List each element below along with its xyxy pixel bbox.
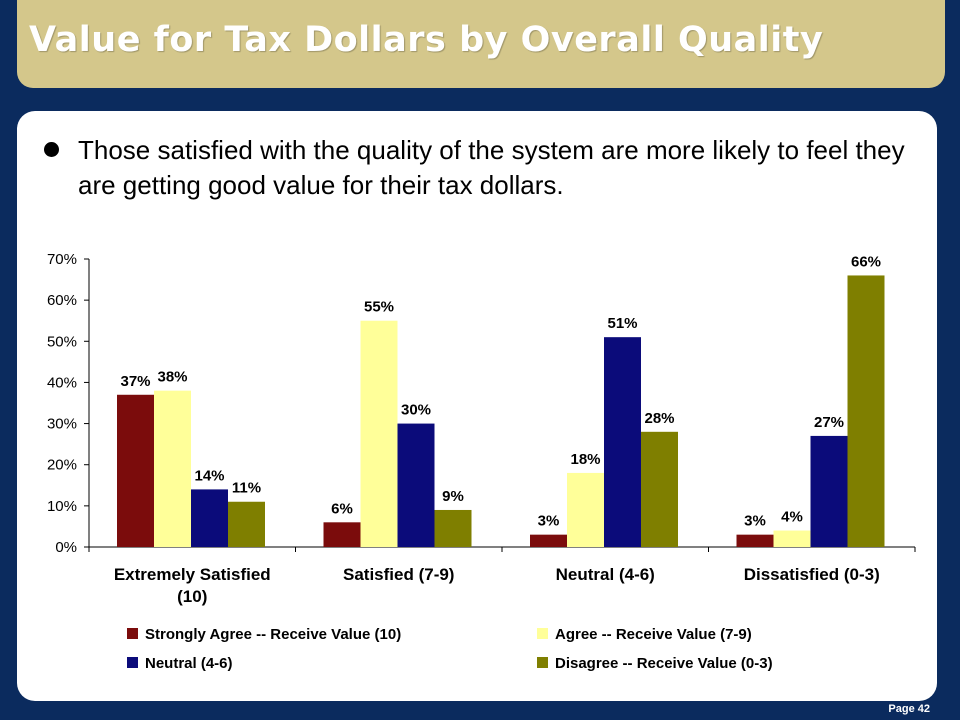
bar-value-label: 27% — [814, 414, 844, 431]
bar — [154, 390, 191, 547]
bar-value-label: 4% — [781, 509, 803, 526]
x-category-label: Extremely Satisfied — [114, 565, 271, 584]
slide-title: Value for Tax Dollars by Overall Quality — [29, 20, 824, 60]
bar — [604, 337, 641, 547]
legend-swatch — [537, 657, 548, 668]
bar — [360, 320, 398, 547]
title-band: Value for Tax Dollars by Overall Quality — [17, 0, 945, 88]
legend-swatch — [127, 657, 138, 668]
bar — [567, 472, 604, 547]
bar — [323, 522, 361, 547]
bar — [641, 431, 678, 547]
bar-value-label: 3% — [538, 513, 560, 530]
bar — [736, 534, 774, 547]
legend-label: Neutral (4-6) — [145, 655, 233, 672]
legend-swatch — [537, 628, 548, 639]
x-category-label: Neutral (4-6) — [556, 565, 655, 584]
y-tick-label: 20% — [47, 457, 77, 474]
bullet-dot-icon — [44, 142, 59, 157]
bar-value-label: 6% — [331, 500, 353, 517]
bar-value-label: 30% — [401, 402, 431, 419]
bar-value-label: 55% — [364, 299, 394, 316]
bar — [117, 394, 154, 547]
y-tick-label: 60% — [47, 292, 77, 309]
bar-value-label: 3% — [744, 513, 766, 530]
legend-label: Disagree -- Receive Value (0-3) — [555, 655, 773, 672]
bar-value-label: 9% — [442, 488, 464, 505]
bar — [191, 489, 228, 547]
y-tick-label: 30% — [47, 416, 77, 433]
legend-swatch — [127, 628, 138, 639]
x-category-label: Satisfied (7-9) — [343, 565, 454, 584]
bar — [397, 423, 435, 547]
y-tick-label: 0% — [55, 539, 77, 556]
bar-value-label: 28% — [644, 410, 674, 427]
bar — [434, 509, 472, 547]
bar-value-label: 14% — [194, 467, 224, 484]
content-panel: Those satisfied with the quality of the … — [17, 111, 937, 701]
bar — [530, 534, 567, 547]
y-tick-label: 50% — [47, 333, 77, 350]
bar-value-label: 66% — [851, 253, 881, 270]
x-category-label: (10) — [177, 587, 207, 606]
bar-value-label: 51% — [607, 315, 637, 332]
legend-label: Strongly Agree -- Receive Value (10) — [145, 626, 401, 643]
bar — [847, 275, 885, 547]
bar — [810, 435, 848, 547]
bar-value-label: 38% — [157, 369, 187, 386]
y-tick-label: 70% — [47, 251, 77, 268]
bar-value-label: 37% — [120, 373, 150, 390]
bar-chart: 0% 10% 20% 30% 40% 50% 60% 70% 37% 38% 14% 11% Extre… — [47, 251, 916, 672]
legend-label: Agree -- Receive Value (7-9) — [555, 626, 752, 643]
bar — [228, 501, 265, 547]
y-tick-label: 40% — [47, 374, 77, 391]
bar — [773, 530, 811, 547]
y-tick-label: 10% — [47, 498, 77, 515]
bar-value-label: 11% — [232, 480, 261, 497]
bullet-text: Those satisfied with the quality of the … — [78, 135, 905, 200]
x-category-label: Dissatisfied (0-3) — [744, 565, 880, 584]
bar-value-label: 18% — [570, 451, 600, 468]
page-number: Page 42 — [888, 703, 930, 715]
